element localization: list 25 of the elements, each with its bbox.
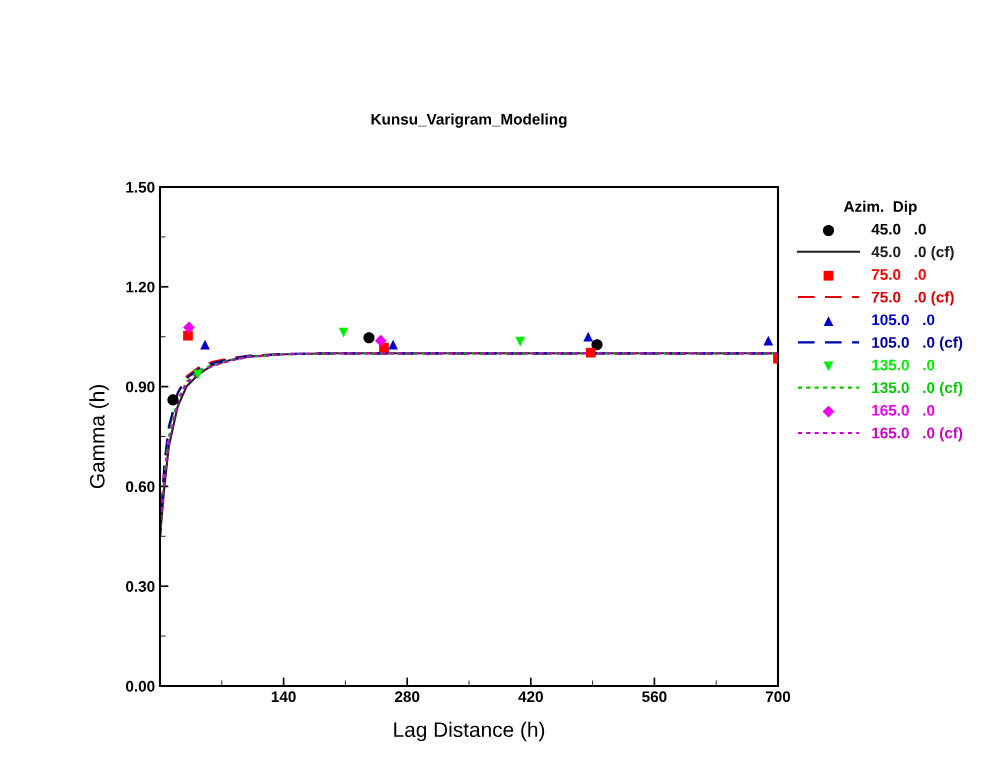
chart-title: Kunsu_Varigram_Modeling	[371, 113, 567, 128]
x-tick-label: 420	[518, 691, 543, 703]
text: 105.0 .0	[872, 314, 935, 326]
legend-label: 45.0 .0 (cf)	[871, 246, 954, 261]
text: 165.0 .0	[872, 404, 935, 416]
y-axis-title: Gamma (h)	[89, 385, 109, 489]
x-tick-label: 560	[642, 691, 667, 703]
y-tick-label: 0.00	[126, 680, 155, 692]
x-tick-label: 140	[271, 691, 296, 703]
x-axis-title: Lag Distance (h)	[394, 721, 545, 742]
y-tick-label: 0.30	[126, 581, 155, 592]
legend-label: 165.0 .0 (cf)	[872, 427, 963, 442]
x-tick-label: 280	[394, 691, 420, 703]
text: 75.0 .0	[871, 269, 926, 280]
y-tick-label: 1.20	[126, 281, 155, 293]
y-tick-label: 0.90	[126, 381, 155, 393]
legend-title: Azim. Dip	[843, 200, 917, 215]
x-tick-label: 700	[765, 691, 791, 703]
y-tick-label: 1.50	[126, 181, 155, 193]
legend-label: 75.0 .0 (cf)	[871, 291, 954, 306]
y-tick-label: 0.60	[126, 481, 155, 493]
text: 45.0 .0	[871, 223, 926, 235]
text: 135.0 .0	[872, 359, 935, 371]
legend-label: 105.0 .0 (cf)	[872, 336, 963, 351]
legend-label: 135.0 .0 (cf)	[872, 381, 963, 397]
